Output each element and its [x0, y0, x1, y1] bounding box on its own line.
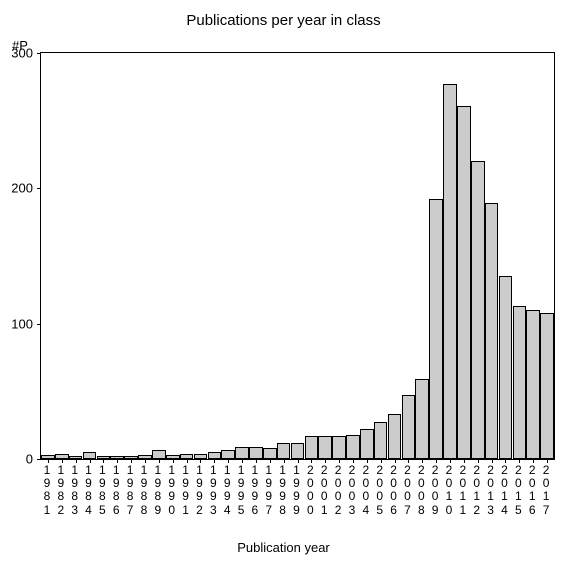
bar [471, 161, 485, 459]
x-tick-label: 1 9 8 1 [44, 464, 51, 517]
chart-title: Publications per year in class [0, 12, 567, 29]
bar [83, 452, 97, 459]
bar [443, 84, 457, 459]
y-tick-label: 300 [11, 46, 33, 61]
bar [429, 199, 443, 459]
x-tick-label: 1 9 9 1 [182, 464, 189, 517]
x-labels: 1 9 8 1 1 9 8 2 1 9 8 3 1 9 8 4 1 9 8 5 1 9 8… [40, 464, 555, 524]
x-tick-label: 2 0 0 1 [321, 464, 328, 517]
bar [277, 443, 291, 459]
bar [526, 310, 540, 459]
x-tick-label: 1 9 9 9 [293, 464, 300, 517]
x-tick-label: 2 0 0 5 [376, 464, 383, 517]
bar [360, 429, 374, 459]
bar [388, 414, 402, 459]
x-tick-label: 1 9 9 6 [252, 464, 259, 517]
y-tick [37, 324, 41, 325]
chart-container: Publications per year in class #P 010020… [0, 0, 567, 567]
bar [263, 448, 277, 459]
x-tick-label: 2 0 0 0 [307, 464, 314, 517]
bar [305, 436, 319, 459]
x-tick-label: 1 9 9 0 [168, 464, 175, 517]
x-tick-label: 2 0 0 9 [432, 464, 439, 517]
bar [499, 276, 513, 459]
x-tick-label: 1 9 9 2 [196, 464, 203, 517]
bar [346, 435, 360, 459]
bar [457, 106, 471, 459]
x-tick-label: 2 0 1 0 [446, 464, 453, 517]
x-tick-label: 2 0 1 7 [543, 464, 550, 517]
x-tick-label: 1 9 9 3 [210, 464, 217, 517]
x-tick-label: 2 0 1 2 [473, 464, 480, 517]
x-tick-label: 2 0 0 7 [404, 464, 411, 517]
x-tick-label: 2 0 0 4 [362, 464, 369, 517]
bar [540, 313, 554, 459]
bar [208, 452, 222, 459]
x-tick-label: 1 9 8 3 [71, 464, 78, 517]
bar [402, 395, 416, 459]
x-tick-label: 1 9 9 5 [238, 464, 245, 517]
x-tick-label: 1 9 9 8 [279, 464, 286, 517]
x-tick-label: 1 9 8 6 [113, 464, 120, 517]
x-tick-label: 2 0 1 1 [460, 464, 467, 517]
y-tick [37, 53, 41, 54]
bar [318, 436, 332, 459]
y-tick [37, 459, 41, 460]
bar [374, 422, 388, 459]
x-tick-label: 2 0 1 5 [515, 464, 522, 517]
x-tick-label: 2 0 1 4 [501, 464, 508, 517]
bar [235, 447, 249, 459]
bar [291, 443, 305, 459]
y-tick-label: 100 [11, 316, 33, 331]
x-tick-label: 1 9 8 7 [127, 464, 134, 517]
x-tick-label: 1 9 8 4 [85, 464, 92, 517]
bars-layer [41, 53, 554, 459]
x-tick-label: 2 0 0 6 [390, 464, 397, 517]
x-tick-label: 2 0 1 3 [487, 464, 494, 517]
y-tick-label: 200 [11, 181, 33, 196]
x-tick-label: 2 0 0 2 [335, 464, 342, 517]
x-tick-label: 1 9 9 7 [265, 464, 272, 517]
x-tick-label: 1 9 8 8 [141, 464, 148, 517]
x-tick-label: 1 9 8 9 [155, 464, 162, 517]
x-tick-label: 1 9 8 2 [57, 464, 64, 517]
bar [221, 450, 235, 459]
bar [332, 436, 346, 459]
bar [485, 203, 499, 459]
x-tick-label: 1 9 8 5 [99, 464, 106, 517]
x-tick-label: 2 0 0 3 [349, 464, 356, 517]
bar [513, 306, 527, 459]
x-tick-label: 1 9 9 4 [224, 464, 231, 517]
bar [152, 450, 166, 459]
x-tick-label: 2 0 1 6 [529, 464, 536, 517]
y-tick-label: 0 [26, 452, 33, 467]
x-axis-label: Publication year [0, 540, 567, 555]
plot-area: 0100200300 [40, 52, 555, 460]
y-tick [37, 188, 41, 189]
x-tick-label: 2 0 0 8 [418, 464, 425, 517]
bar [249, 447, 263, 459]
bar [415, 379, 429, 459]
